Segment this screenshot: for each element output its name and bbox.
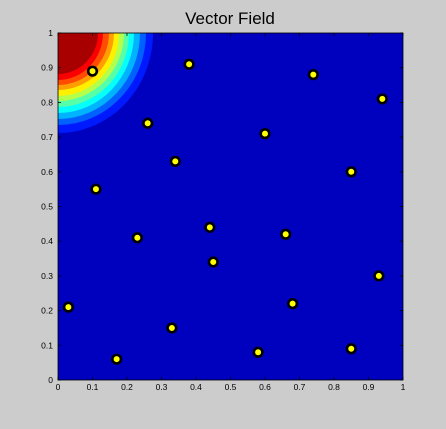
- data-point-9: [90, 183, 102, 195]
- x-tick-label: 1: [401, 382, 406, 392]
- data-point-5: [142, 117, 154, 129]
- x-tick-label: 0: [56, 382, 61, 392]
- data-point-11: [280, 228, 292, 240]
- y-tick-label: 0.3: [41, 271, 53, 281]
- x-tick-label: 0.8: [328, 382, 340, 392]
- data-point-19: [252, 346, 264, 358]
- data-point-16: [62, 301, 74, 313]
- data-point-1: [86, 65, 99, 77]
- y-tick-label: 0.8: [41, 97, 53, 107]
- y-tick-label: 0.4: [41, 236, 53, 246]
- data-point-14: [373, 270, 385, 282]
- y-tick-label: 0: [48, 375, 53, 385]
- x-tick-label: 0.1: [87, 382, 99, 392]
- data-point-17: [166, 322, 178, 334]
- x-tick-label: 0.7: [294, 382, 306, 392]
- field-contours: [58, 33, 153, 133]
- chart-title: Vector Field: [185, 9, 275, 28]
- y-tick-label: 1: [48, 28, 53, 38]
- x-tick-label: 0.9: [363, 382, 375, 392]
- axes: 0 0.1 0.2 0.3 0.4 0.5 0.6 0.7 0.8 0.9 1 0 0.1 0.2 0.3 0…: [41, 28, 405, 392]
- data-point-2: [183, 58, 195, 70]
- x-tick-label: 0.6: [259, 382, 271, 392]
- data-point-7: [169, 155, 181, 167]
- data-point-20: [111, 353, 123, 365]
- data-point-13: [207, 256, 219, 268]
- y-tick-label: 0.5: [41, 202, 53, 212]
- y-tick-label: 0.7: [41, 132, 53, 142]
- data-point-10: [204, 221, 216, 233]
- x-tick-label: 0.4: [190, 382, 202, 392]
- y-tick-label: 0.9: [41, 63, 53, 73]
- data-point-4: [376, 93, 388, 105]
- x-tick-label: 0.2: [121, 382, 133, 392]
- y-tick-label: 0.2: [41, 306, 53, 316]
- data-point-8: [345, 166, 357, 178]
- data-point-18: [345, 343, 357, 355]
- y-tick-label: 0.1: [41, 340, 53, 350]
- data-point-12: [131, 232, 143, 244]
- data-point-6: [259, 128, 271, 140]
- x-tick-label: 0.5: [225, 382, 237, 392]
- x-tick-label: 0.3: [156, 382, 168, 392]
- contour-band-11: [58, 33, 98, 74]
- data-point-15: [287, 298, 299, 310]
- y-tick-label: 0.6: [41, 167, 53, 177]
- data-point-3: [307, 69, 319, 81]
- data-points: [62, 58, 388, 365]
